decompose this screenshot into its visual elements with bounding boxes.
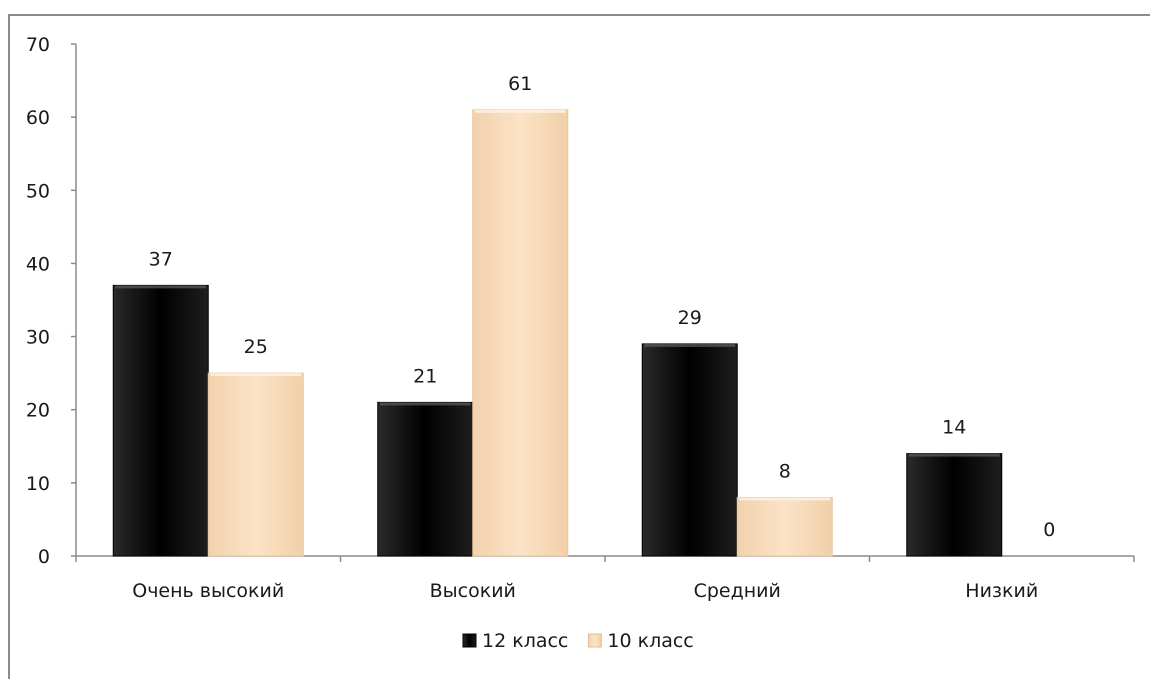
bar-bevel [739, 497, 831, 501]
legend-swatch [462, 633, 477, 648]
y-tick-label: 60 [26, 107, 50, 129]
bar [906, 453, 1003, 557]
y-tick-label: 30 [26, 327, 50, 349]
bar-bevel [474, 109, 566, 113]
bar-bevel [379, 402, 471, 406]
bar-bevel [115, 285, 207, 289]
data-label: 21 [413, 365, 437, 387]
bar-bevel [644, 343, 736, 347]
data-labels: 37 25 21 61 29 8 14 0 [149, 73, 1056, 541]
legend-swatch [587, 633, 602, 648]
bar-bevel [210, 373, 302, 377]
category-label: Низкий [965, 580, 1038, 602]
bar [641, 343, 738, 557]
y-tick-label: 10 [26, 473, 50, 495]
data-label: 25 [244, 336, 268, 358]
data-label: 0 [1043, 519, 1055, 541]
data-label: 37 [149, 248, 173, 270]
data-label: 14 [942, 417, 966, 439]
y-tick-label: 0 [38, 546, 50, 568]
y-tick-label: 40 [26, 253, 50, 275]
data-label: 61 [508, 73, 532, 95]
category-label: Очень высокий [132, 580, 284, 602]
legend-label: 12 класс [482, 630, 568, 652]
legend: 12 класс 10 класс [462, 630, 694, 652]
data-label: 29 [678, 307, 702, 329]
bar [736, 496, 833, 557]
bar [207, 372, 304, 557]
bar [377, 401, 474, 557]
y-tick-label: 70 [26, 34, 50, 56]
data-label: 8 [779, 460, 791, 482]
bar-bevel [908, 453, 1000, 457]
y-tick-label: 50 [26, 180, 50, 202]
category-label: Высокий [430, 580, 516, 602]
bars [112, 109, 1003, 557]
y-tick-label: 20 [26, 400, 50, 422]
bar [112, 284, 209, 557]
bar [472, 109, 569, 557]
legend-label: 10 класс [607, 630, 693, 652]
category-label: Средний [694, 580, 781, 602]
